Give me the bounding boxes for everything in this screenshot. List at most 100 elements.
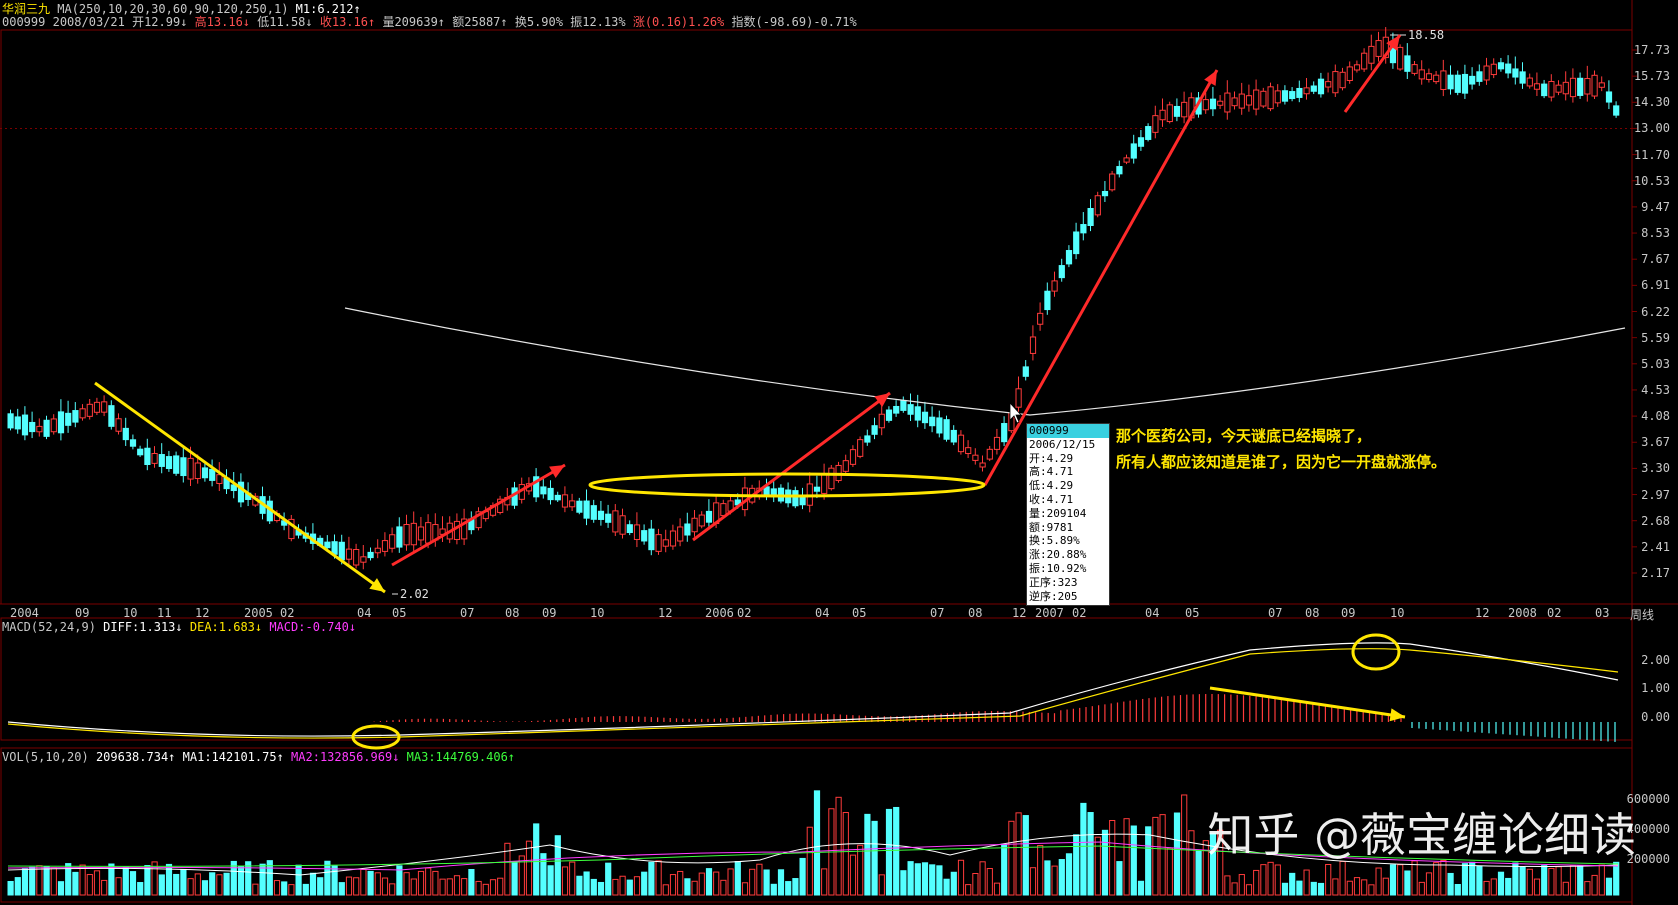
volume-bar bbox=[518, 855, 525, 896]
candle-body bbox=[381, 540, 389, 552]
volume-bar bbox=[929, 864, 936, 896]
candle-body bbox=[1173, 105, 1181, 117]
volume-bar bbox=[583, 871, 590, 896]
price-tick-label: 14.30 bbox=[1633, 95, 1670, 110]
candle-body bbox=[1001, 423, 1008, 443]
volume-bar bbox=[345, 876, 353, 896]
time-tick-label: 04 bbox=[357, 606, 372, 620]
candle-body bbox=[165, 456, 173, 469]
high-value: 高13.16↓ bbox=[194, 15, 251, 29]
candle-body bbox=[1476, 71, 1483, 82]
volume-bar bbox=[1325, 863, 1332, 896]
volume-bar bbox=[7, 880, 14, 896]
candle-body bbox=[993, 436, 1001, 450]
candle-body bbox=[929, 416, 936, 427]
volume-bar bbox=[1217, 829, 1224, 896]
volume-bar bbox=[1202, 840, 1209, 896]
candle-body bbox=[561, 494, 569, 508]
rally-arrow-3-head bbox=[1204, 70, 1217, 86]
volume-bar bbox=[1404, 870, 1411, 896]
macd-top-circle bbox=[1351, 633, 1401, 671]
volume-bar bbox=[1109, 819, 1116, 896]
volume-bar bbox=[281, 881, 288, 896]
volume-bar bbox=[1368, 884, 1375, 896]
tooltip-low: 低:4.29 bbox=[1029, 479, 1074, 493]
volume-bar bbox=[1598, 864, 1605, 896]
time-tick-label: 07 bbox=[930, 606, 945, 620]
volume-bar bbox=[1181, 794, 1188, 896]
volume-bar bbox=[799, 857, 806, 896]
candle-body bbox=[324, 541, 331, 549]
time-tick-label: 10 bbox=[123, 606, 138, 620]
candle-body bbox=[1145, 126, 1152, 140]
candle-body bbox=[129, 439, 137, 447]
candle-body bbox=[684, 523, 691, 536]
volume-bar bbox=[194, 873, 201, 896]
candle-body bbox=[583, 500, 590, 519]
stock-code: 000999 bbox=[2, 15, 46, 29]
volume-bar bbox=[1094, 836, 1101, 896]
volume-bar bbox=[1533, 878, 1541, 896]
candle-body bbox=[957, 434, 965, 453]
volume-bar bbox=[1289, 872, 1296, 896]
main-panel-frame bbox=[0, 29, 1633, 605]
time-tick-label: 2004 bbox=[10, 606, 39, 620]
volume-bar bbox=[360, 869, 367, 896]
volume-bar bbox=[1166, 847, 1173, 896]
volume-bar bbox=[1145, 826, 1152, 896]
volume-bar bbox=[108, 863, 115, 896]
price-tick-label: 13.00 bbox=[1633, 121, 1670, 136]
time-tick-label: 10 bbox=[590, 606, 605, 620]
volume-bar bbox=[1238, 874, 1245, 896]
volume-bar bbox=[1080, 802, 1087, 896]
volume-bar bbox=[749, 868, 756, 896]
volume-bar bbox=[957, 859, 965, 896]
candle-body bbox=[1209, 98, 1217, 110]
volume-bar bbox=[317, 877, 324, 896]
amount-value: 额25887↑ bbox=[452, 15, 508, 29]
volume-bar bbox=[561, 866, 569, 896]
volume-bar bbox=[1397, 864, 1404, 896]
vol-axis-400k: 400000 bbox=[1626, 822, 1670, 836]
candle-body bbox=[65, 412, 72, 426]
candle-body bbox=[1562, 81, 1569, 95]
rally-arrow-2 bbox=[692, 391, 891, 542]
annotation-line-2: 所有人都应该知道是谁了，因为它一开盘就涨停。 bbox=[1116, 453, 1447, 471]
volume-bar bbox=[1519, 866, 1526, 896]
candle-body bbox=[122, 427, 129, 441]
low-value: 低11.58↓ bbox=[257, 15, 313, 29]
volume-bar bbox=[497, 877, 504, 896]
volume-bar bbox=[914, 863, 921, 896]
volume-bar bbox=[180, 868, 187, 896]
candle-body bbox=[1296, 87, 1303, 98]
candle-body bbox=[1310, 85, 1317, 92]
volume-bar bbox=[626, 879, 633, 896]
volume-bar bbox=[1173, 812, 1181, 896]
price-tick-label: 3.30 bbox=[1641, 461, 1670, 476]
candle-body bbox=[1505, 63, 1512, 74]
candle-body bbox=[367, 551, 374, 559]
ma250-line bbox=[344, 307, 1626, 416]
watermark: 知乎 @薇宝缠论细读 bbox=[1207, 808, 1636, 862]
time-tick-label: 12 bbox=[1012, 606, 1027, 620]
price-tick-label: 4.08 bbox=[1641, 409, 1670, 424]
volume-bar bbox=[21, 868, 29, 896]
candle-body bbox=[338, 541, 345, 561]
candle-body bbox=[1073, 231, 1080, 255]
candle-body bbox=[893, 405, 900, 414]
volume-bar bbox=[36, 865, 43, 896]
volume-bar bbox=[698, 872, 705, 896]
volume-bar bbox=[1591, 874, 1598, 896]
price-tick-label: 6.22 bbox=[1641, 304, 1670, 319]
turnover-value: 换5.90% bbox=[514, 15, 563, 29]
change-value: 涨(0.16)1.26% bbox=[632, 15, 725, 29]
candle-body bbox=[1123, 157, 1130, 163]
volume-bar bbox=[173, 873, 180, 896]
volume-bar bbox=[1469, 861, 1476, 896]
vol-ma3-line bbox=[7, 845, 1619, 867]
volume-bar bbox=[993, 882, 1001, 896]
candle-body bbox=[1325, 81, 1332, 88]
candle-body bbox=[1231, 97, 1238, 107]
time-tick-label: 11 bbox=[157, 606, 172, 620]
